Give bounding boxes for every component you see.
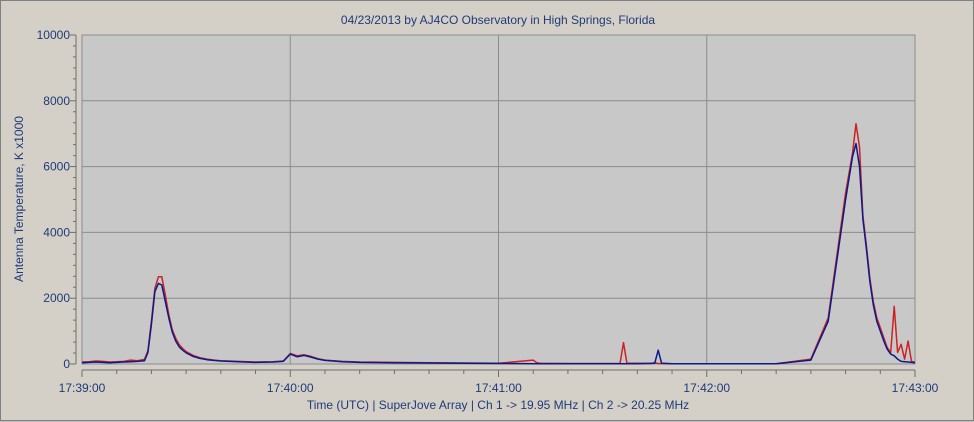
y-tick-label: 6000 <box>43 160 70 174</box>
x-tick-label: 17:43:00 <box>892 381 939 395</box>
y-tick-label: 2000 <box>43 291 70 305</box>
series-layer <box>81 123 916 365</box>
x-tick-label: 17:39:00 <box>59 381 106 395</box>
x-tick-label: 17:41:00 <box>475 381 522 395</box>
y-axis-label: Antenna Temperature, K x1000 <box>12 116 26 282</box>
x-axis-label: Time (UTC) | SuperJove Array | Ch 1 -> 1… <box>307 398 689 412</box>
chart-title: 04/23/2013 by AJ4CO Observatory in High … <box>341 13 655 27</box>
y-tick-label: 10000 <box>37 28 71 42</box>
y-tick-labels: 0 2000 4000 6000 8000 10000 <box>37 28 71 371</box>
y-tick-label: 4000 <box>43 225 70 239</box>
axis-ticks <box>70 34 916 377</box>
series-line-ch2 <box>81 142 916 365</box>
y-tick-label: 8000 <box>43 94 70 108</box>
grid <box>82 35 915 364</box>
x-tick-label: 17:40:00 <box>267 381 314 395</box>
y-tick-label: 0 <box>63 357 70 371</box>
x-tick-label: 17:42:00 <box>683 381 730 395</box>
x-tick-labels: 17:39:00 17:40:00 17:41:00 17:42:00 17:43:00 <box>59 381 939 395</box>
